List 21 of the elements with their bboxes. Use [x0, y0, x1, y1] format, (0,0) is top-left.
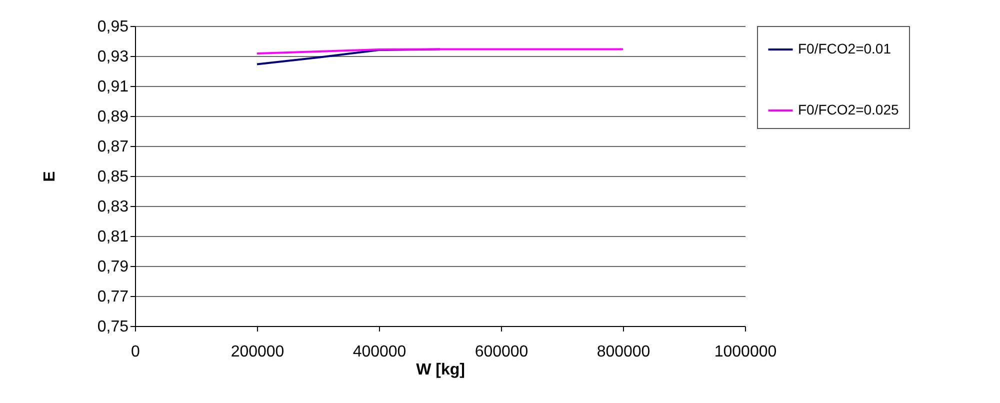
y-tick-label: 0,85: [97, 168, 129, 186]
y-tick-label: 0,83: [97, 198, 129, 216]
y-tick-label: 0,87: [97, 138, 129, 156]
x-tick-label: 600000: [474, 344, 528, 360]
y-tick-label: 0,95: [97, 18, 129, 36]
y-tick-label: 0,75: [97, 318, 129, 336]
x-tick-label: 200000: [230, 344, 284, 360]
x-tick-label: 400000: [352, 344, 406, 360]
y-tick-label: 0,81: [97, 228, 129, 246]
x-tick-label: 1000000: [714, 344, 777, 360]
y-tick-label: 0,79: [97, 258, 129, 276]
y-tick-label: 0,77: [97, 288, 129, 306]
y-tick-label: 0,89: [97, 108, 129, 126]
legend-label: F0/FCO2=0.01: [798, 40, 892, 56]
y-tick-label: 0,93: [97, 48, 129, 66]
y-axis-title: E: [41, 170, 58, 182]
y-tick-label: 0,91: [97, 78, 129, 96]
legend-label: F0/FCO2=0.025: [798, 102, 899, 118]
x-tick-label: 0: [131, 344, 140, 360]
x-tick-label: 800000: [596, 344, 650, 360]
x-axis-title: W [kg]: [416, 362, 465, 378]
